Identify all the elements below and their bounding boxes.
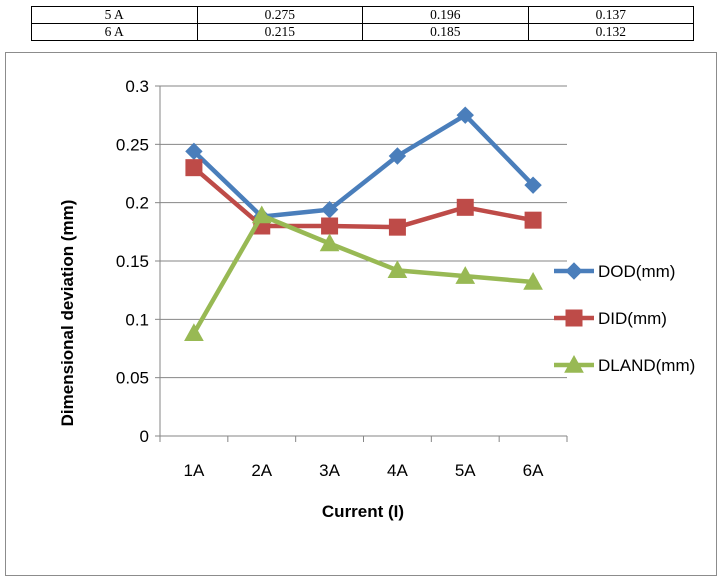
line-chart: 0 0.05 0.1 0.15 0.2 0.25 0.3 1A 2A 3A 4A 5A 6A DOD(m… — [58, 77, 695, 521]
series-line — [192, 165, 534, 230]
y-tick-label: 0 — [140, 427, 149, 446]
table-cell: 5 A — [31, 6, 198, 24]
table-row: 6 A 0.215 0.185 0.132 — [31, 23, 694, 41]
y-tick-label: 0.05 — [116, 369, 149, 388]
x-axis-label: Current (I) — [322, 502, 404, 521]
data-table: 5 A 0.275 0.196 0.137 6 A 0.215 0.185 0.132 — [31, 6, 694, 41]
series-dlandmm — [184, 205, 543, 342]
legend-label: DOD(mm) — [598, 262, 675, 281]
data-point — [456, 106, 474, 124]
y-tick-label: 0.2 — [125, 194, 149, 213]
y-tick-label: 0.3 — [125, 77, 149, 96]
legend-item: DOD(mm) — [554, 262, 675, 281]
data-point — [388, 147, 407, 165]
data-point — [388, 218, 406, 236]
legend-label: DLAND(mm) — [598, 356, 695, 375]
series-line — [191, 213, 534, 335]
chart-area: 0 0.05 0.1 0.15 0.2 0.25 0.3 1A 2A 3A 4A 5A 6A DOD(m… — [5, 52, 717, 576]
x-tick-label: 3A — [319, 461, 340, 480]
data-point — [319, 233, 340, 252]
x-tick-label: 2A — [251, 461, 272, 480]
legend-item: DLAND(mm) — [554, 354, 695, 375]
y-tick-label: 0.25 — [116, 135, 149, 154]
data-point — [524, 176, 542, 194]
table-cell: 6 A — [31, 23, 198, 41]
y-axis-label: Dimensional deviation (mm) — [58, 200, 77, 427]
data-point — [387, 260, 408, 279]
data-point — [185, 159, 203, 177]
legend-marker — [565, 262, 583, 280]
table-cell: 0.215 — [196, 23, 363, 41]
data-point — [456, 198, 474, 216]
x-tick-label: 4A — [387, 461, 408, 480]
table-cell: 0.275 — [196, 6, 363, 24]
legend-item: DID(mm) — [554, 309, 667, 328]
series-layer — [184, 106, 543, 342]
table-cell: 0.196 — [362, 6, 529, 24]
x-tick-label: 1A — [184, 461, 205, 480]
y-tick-label: 0.15 — [116, 252, 149, 271]
axes: 0 0.05 0.1 0.15 0.2 0.25 0.3 1A 2A 3A 4A 5A 6A — [116, 77, 568, 480]
data-point — [184, 323, 204, 342]
data-point — [523, 271, 543, 290]
legend-label: DID(mm) — [598, 309, 667, 328]
legend-marker — [564, 354, 584, 373]
legend-marker — [565, 309, 583, 327]
y-tick-label: 0.1 — [125, 310, 149, 329]
x-tick-label: 6A — [523, 461, 544, 480]
series-line — [192, 112, 535, 219]
legend: DOD(mm) DID(mm) DLAND(mm) — [554, 262, 695, 375]
table-row: 5 A 0.275 0.196 0.137 — [31, 6, 694, 24]
data-point — [251, 205, 272, 224]
table-cell: 0.185 — [362, 23, 529, 41]
table-cell: 0.132 — [527, 23, 694, 41]
data-point — [524, 211, 542, 229]
x-tick-label: 5A — [455, 461, 476, 480]
data-point — [455, 266, 476, 284]
table-cell: 0.137 — [527, 6, 694, 24]
gridlines — [160, 85, 567, 379]
data-point — [321, 217, 339, 235]
